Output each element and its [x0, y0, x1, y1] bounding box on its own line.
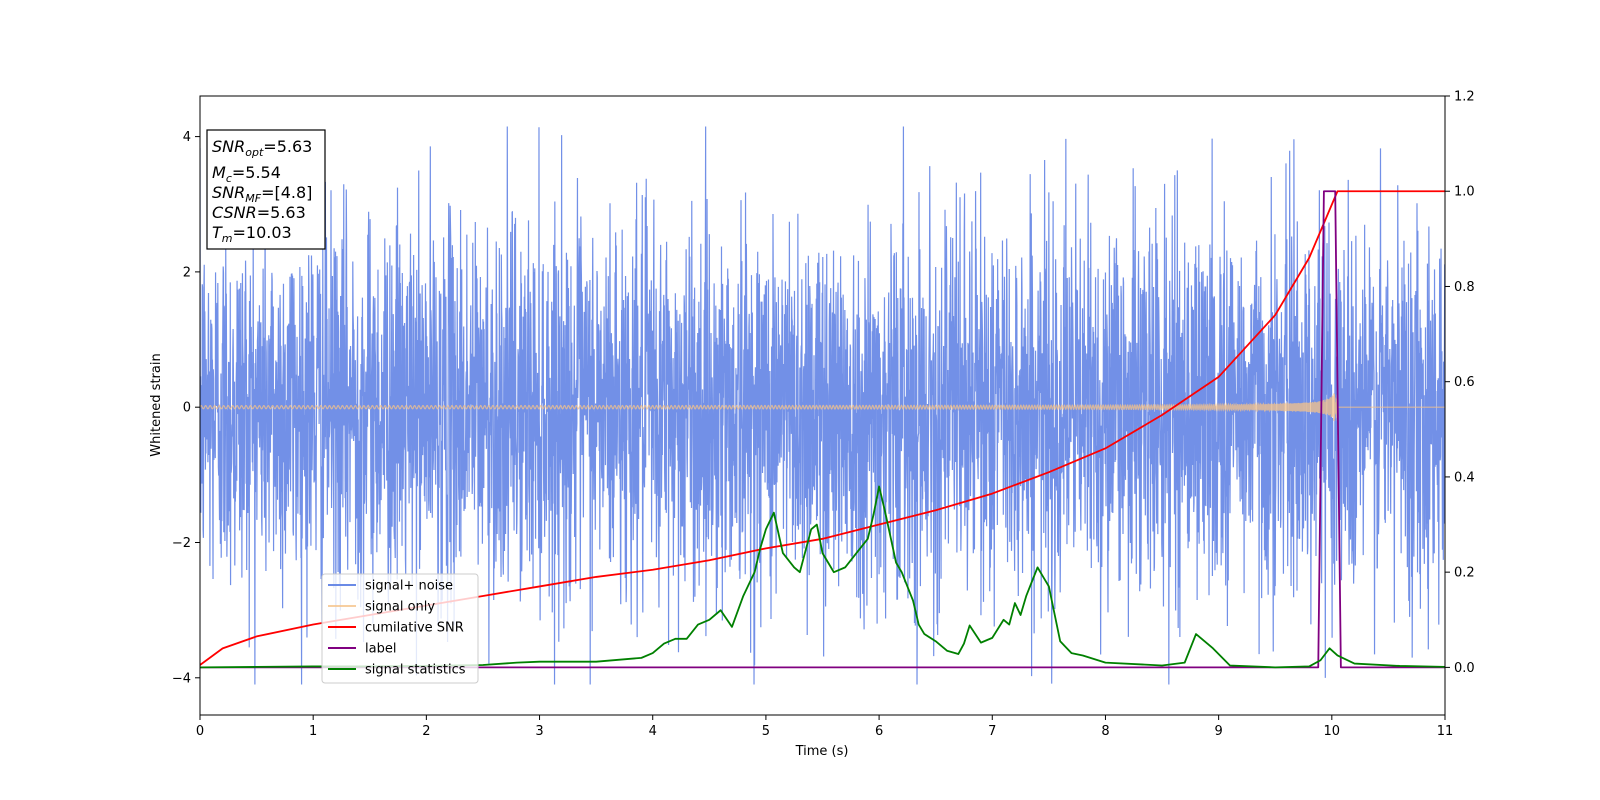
y2-tick-label: 0.8 — [1454, 280, 1475, 295]
info-box: SNRopt=5.63 Mc=5.54SNRMF=[4.8]CSNR=5.63Tm… — [206, 129, 326, 250]
series-label-line — [200, 190, 1445, 669]
x-tick-label: 0 — [196, 724, 204, 739]
x-tick-label: 4 — [649, 724, 657, 739]
y2-tick-label: 0.0 — [1454, 661, 1475, 676]
y-tick-label: 0 — [183, 401, 191, 416]
legend-label: signal statistics — [365, 663, 466, 678]
x-tick-label: 1 — [309, 724, 317, 739]
x-axis: 0 1 2 3 4 5 6 7 8 9 10 11 — [196, 715, 1453, 739]
x-axis-label: Time (s) — [795, 744, 849, 759]
y2-tick-label: 0.6 — [1454, 375, 1475, 390]
x-tick-label: 3 — [535, 724, 543, 739]
legend-item: label — [328, 642, 396, 657]
info-line: SNRopt=5.63 — [212, 137, 312, 159]
legend-item: signal statistics — [328, 663, 466, 678]
legend-frame — [321, 573, 479, 684]
y-axis-left: −4 −2 0 2 4 — [172, 130, 200, 686]
x-tick-label: 2 — [422, 724, 430, 739]
y-tick-label: 4 — [183, 130, 191, 145]
info-line: CSNR=5.63 — [212, 203, 306, 222]
legend-item: signal+ noise — [328, 579, 453, 594]
y2-tick-label: 0.4 — [1454, 470, 1475, 485]
legend-label: label — [365, 642, 396, 657]
info-line: Mc=5.54 — [212, 163, 281, 185]
legend-item: cumilative SNR — [328, 621, 464, 636]
y-tick-label: −2 — [172, 536, 191, 551]
y2-tick-label: 0.2 — [1454, 566, 1475, 581]
legend-label: signal only — [365, 600, 435, 615]
y2-tick-label: 1.2 — [1454, 90, 1475, 105]
x-tick-label: 8 — [1101, 724, 1109, 739]
x-tick-label: 9 — [1214, 724, 1222, 739]
info-line: SNRMF=[4.8] — [212, 183, 312, 205]
legend: signal+ noise signal only cumilative SNR la… — [321, 573, 479, 684]
y-tick-label: 2 — [183, 265, 191, 280]
legend-label: cumilative SNR — [365, 621, 464, 636]
x-tick-label: 7 — [988, 724, 996, 739]
series-signal-only-line — [200, 393, 1445, 422]
plot-frame — [199, 95, 1446, 716]
x-tick-label: 6 — [875, 724, 883, 739]
x-tick-label: 10 — [1324, 724, 1341, 739]
y-axis-label: Whitened strain — [149, 353, 164, 456]
series-signal-statistics-line — [200, 485, 1445, 669]
x-tick-label: 11 — [1437, 724, 1454, 739]
x-tick-label: 5 — [762, 724, 770, 739]
y-tick-label: −4 — [172, 671, 191, 686]
info-box-frame — [206, 129, 326, 250]
legend-item: signal only — [328, 600, 435, 615]
legend-label: signal+ noise — [365, 579, 453, 594]
info-line: Tm=10.03 — [212, 223, 292, 245]
y2-tick-label: 1.0 — [1454, 185, 1475, 200]
y-axis-right: 0.0 0.2 0.4 0.6 0.8 1.0 1.2 — [1445, 90, 1475, 676]
